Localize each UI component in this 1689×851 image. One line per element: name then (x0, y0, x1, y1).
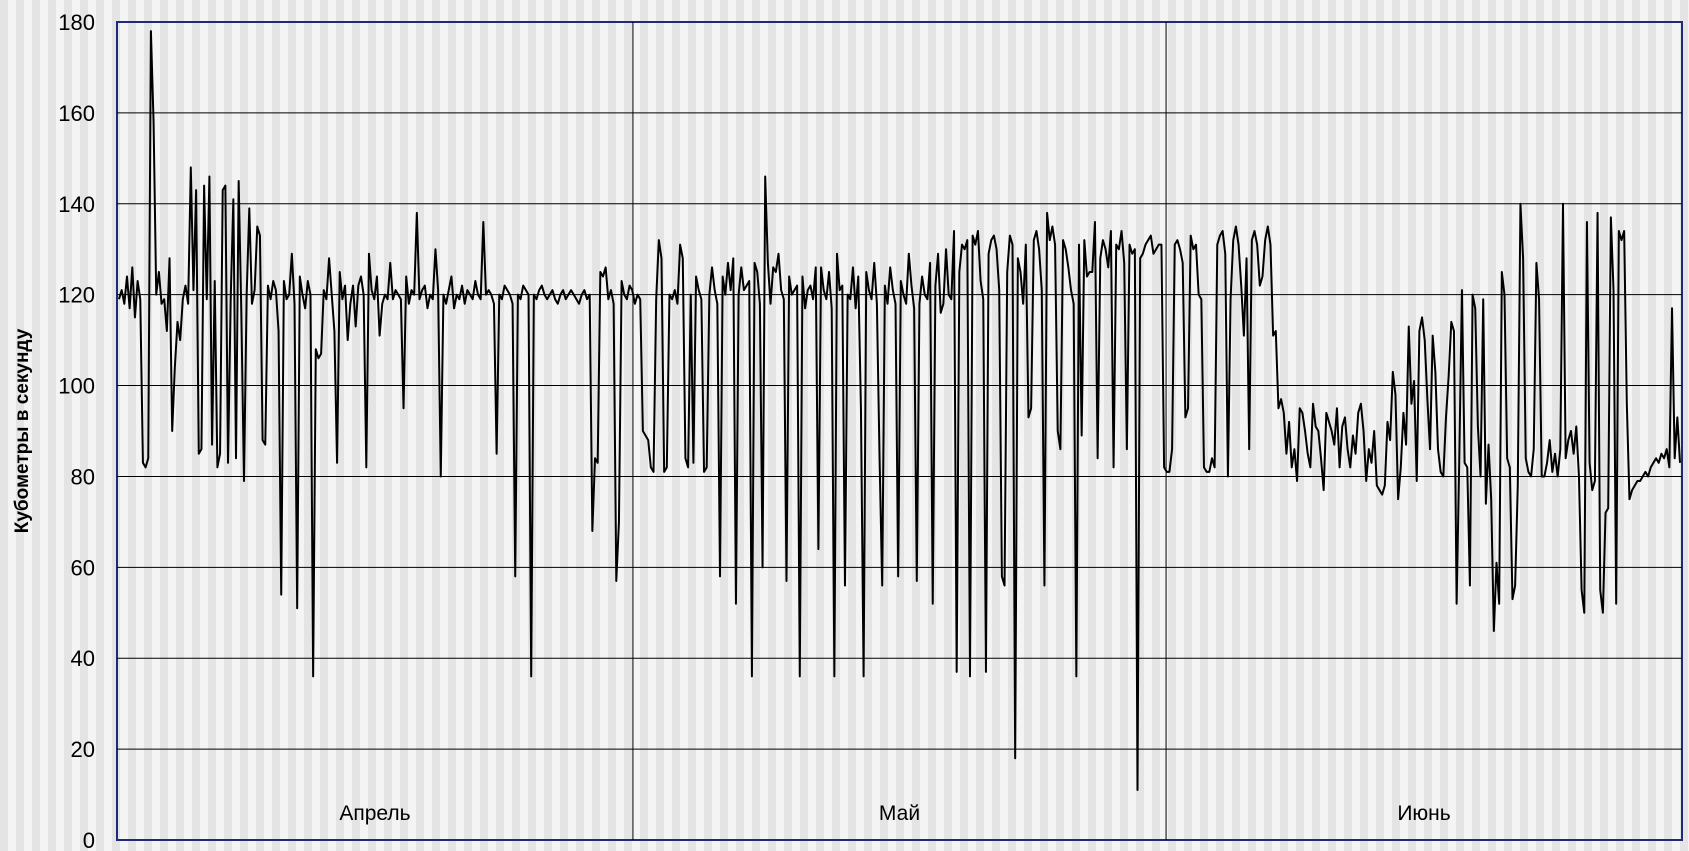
month-labels: Апрель Май Июнь (339, 802, 1450, 825)
y-tick-label: 40 (71, 646, 95, 671)
y-axis-ticks: 0 20 40 60 80 100 120 140 160 180 (58, 10, 95, 851)
y-tick-label: 160 (58, 101, 95, 126)
month-dividers (632, 22, 1167, 840)
y-tick-label: 140 (58, 192, 95, 217)
gridlines (117, 112, 1682, 750)
y-tick-label: 100 (58, 374, 95, 399)
month-label: Апрель (339, 802, 410, 825)
plot-area (116, 21, 1683, 841)
y-tick-label: 180 (58, 10, 95, 35)
y-tick-label: 120 (58, 283, 95, 308)
y-tick-label: 80 (71, 464, 95, 489)
y-tick-label: 0 (83, 828, 95, 851)
month-label: Июнь (1397, 802, 1450, 825)
y-axis-label: Кубометры в секунду (12, 328, 33, 533)
month-label: Май (879, 802, 920, 825)
y-tick-label: 60 (71, 555, 95, 580)
series-line (118, 30, 1681, 792)
y-tick-label: 20 (71, 737, 95, 762)
